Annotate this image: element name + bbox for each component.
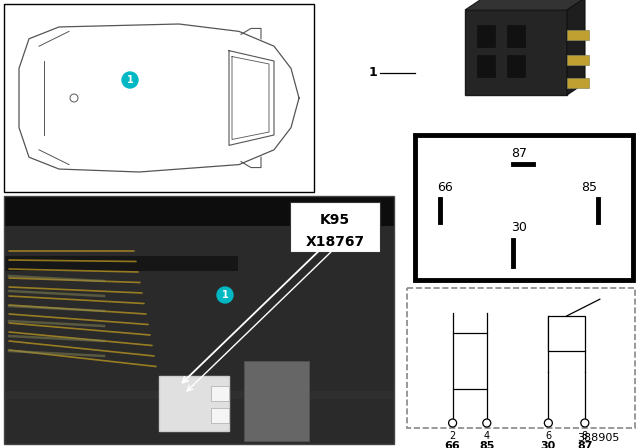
Bar [4,226,394,444]
Bar [407,288,635,428]
Bar [507,25,525,47]
Bar [4,391,394,399]
Bar [211,386,229,401]
Bar [159,376,229,431]
Circle shape [449,419,456,427]
Circle shape [122,72,138,88]
Text: 8: 8 [582,431,588,441]
Bar [4,256,238,271]
Polygon shape [567,0,585,95]
Text: 85: 85 [479,441,495,448]
Circle shape [217,287,233,303]
Bar [290,202,380,252]
Polygon shape [465,0,585,10]
Bar [477,25,495,47]
Bar [415,135,633,280]
Bar [4,196,394,444]
Text: 30: 30 [541,441,556,448]
Text: X18767: X18767 [305,235,365,249]
Circle shape [70,94,78,102]
Bar [244,361,309,441]
Text: 1: 1 [127,75,133,85]
Bar [567,78,589,88]
Bar [465,10,567,95]
Circle shape [545,419,552,427]
Text: 1: 1 [368,66,377,79]
Bar [4,196,394,444]
Bar [567,30,589,40]
Text: 87: 87 [577,441,593,448]
Text: 66: 66 [437,181,452,194]
Text: 30: 30 [511,221,527,234]
Bar [567,55,589,65]
Text: 66: 66 [445,441,460,448]
Circle shape [581,419,589,427]
Text: 87: 87 [511,147,527,160]
Bar [452,333,487,389]
Text: 4: 4 [484,431,490,441]
Text: 2: 2 [449,431,456,441]
Text: K95: K95 [320,213,350,227]
Bar [507,55,525,77]
Bar [4,196,394,226]
Circle shape [483,419,491,427]
Text: 1: 1 [221,290,228,300]
Text: 85: 85 [580,181,596,194]
Bar [548,316,585,351]
Text: 6: 6 [545,431,552,441]
Text: 388905: 388905 [578,433,620,443]
Bar [4,4,314,192]
Bar [477,55,495,77]
Bar [211,408,229,423]
